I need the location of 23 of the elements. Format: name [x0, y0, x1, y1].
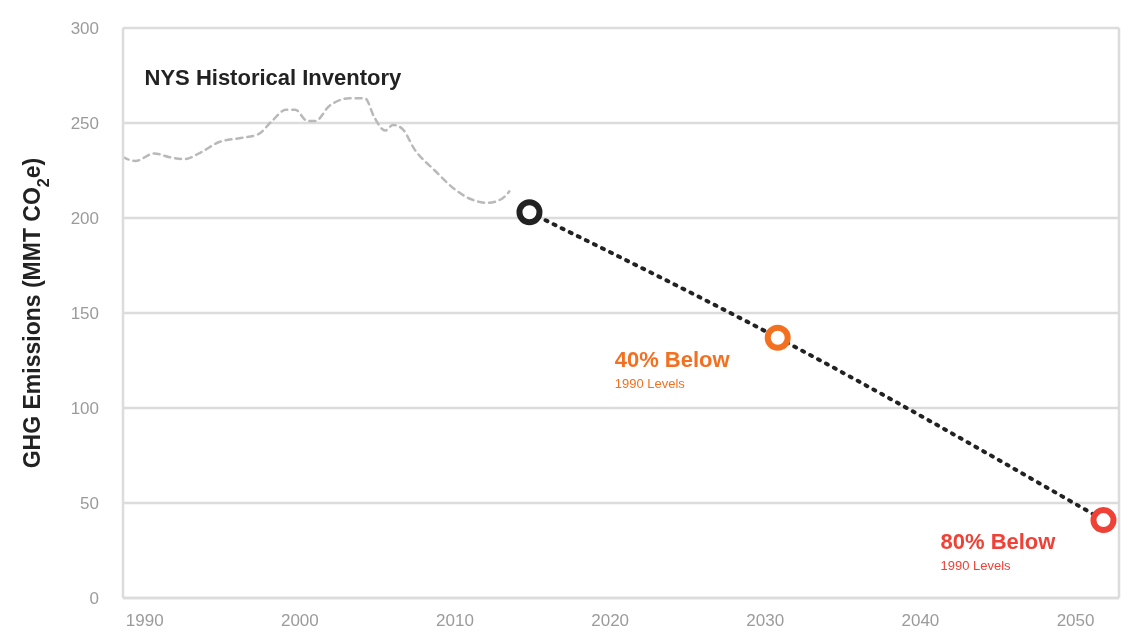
annotation: 1990 Levels: [940, 558, 1012, 574]
x-tick-label: 1990: [125, 611, 164, 631]
point: [1090, 507, 1117, 534]
line-series: [123, 97, 511, 205]
y-tick-label: 200: [70, 209, 99, 229]
y-tick-label: 250: [70, 114, 99, 134]
y-tick-label: 100: [70, 399, 99, 419]
y-tick-label: 300: [70, 19, 99, 39]
point: [764, 324, 791, 351]
y-tick-label: 50: [80, 494, 99, 514]
annotation: 1990 Levels: [614, 375, 686, 391]
y-tick-label: 150: [70, 304, 99, 324]
x-tick-label: 2000: [280, 611, 319, 631]
y-tick-label: 0: [89, 589, 99, 609]
point: [516, 199, 543, 226]
series-label: NYS Historical Inventory: [144, 65, 403, 91]
x-tick-label: 2010: [436, 611, 474, 631]
annotation: 80% Below: [940, 529, 1057, 555]
x-tick-label: 2020: [591, 611, 630, 631]
x-tick-label: 2050: [1056, 611, 1095, 631]
annotation: 40% Below: [614, 346, 731, 372]
x-tick-label: 2040: [901, 611, 940, 631]
x-tick-label: 2030: [746, 611, 785, 631]
